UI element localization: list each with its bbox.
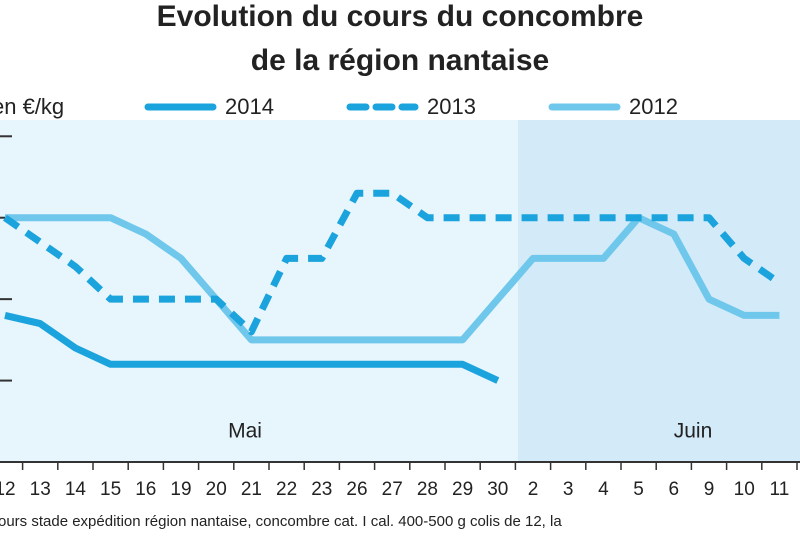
x-tick-label: 6 (669, 479, 680, 500)
x-tick-label: 19 (170, 479, 191, 500)
chart-title: Evolution du cours du concombre (157, 0, 644, 33)
y-axis-label: en €/kg (0, 94, 64, 119)
series-line (3, 189, 782, 336)
x-tick-label: 13 (30, 479, 51, 500)
x-tick-label: 23 (311, 479, 332, 500)
x-tick-label: 12 (0, 479, 16, 500)
x-tick-label: 27 (382, 479, 403, 500)
x-tick-label: 28 (417, 479, 438, 500)
x-tick-label: 5 (633, 479, 644, 500)
legend-label: 2012 (629, 94, 678, 119)
x-tick-label: 9 (704, 479, 715, 500)
x-tick-label: 14 (65, 479, 87, 500)
x-tick-label: 30 (487, 479, 508, 500)
x-tick-label: 22 (276, 479, 297, 500)
source-note: ours stade expédition région nantaise, c… (0, 513, 562, 530)
legend-label: 2013 (427, 94, 476, 119)
chart-subtitle: de la région nantaise (251, 44, 549, 77)
may-band (0, 120, 518, 462)
x-tick-label: 20 (206, 479, 227, 500)
x-tick-label: 29 (452, 479, 473, 500)
x-tick-label: 10 (734, 479, 755, 500)
series-line (4, 312, 500, 384)
x-tick-label: 26 (346, 479, 367, 500)
x-tick-label: 11 (770, 479, 790, 500)
x-tick-label: 21 (241, 479, 262, 500)
x-tick-label: 3 (563, 479, 574, 500)
june-band (518, 120, 800, 462)
month-label: Mai (228, 420, 262, 443)
legend-label: 2014 (225, 94, 274, 119)
x-tick-label: 15 (100, 479, 121, 500)
month-label: Juin (674, 420, 713, 443)
series-line (5, 214, 780, 344)
x-tick-label: 2 (528, 479, 539, 500)
x-tick-label: 4 (598, 479, 609, 500)
x-tick-label: 16 (135, 479, 156, 500)
